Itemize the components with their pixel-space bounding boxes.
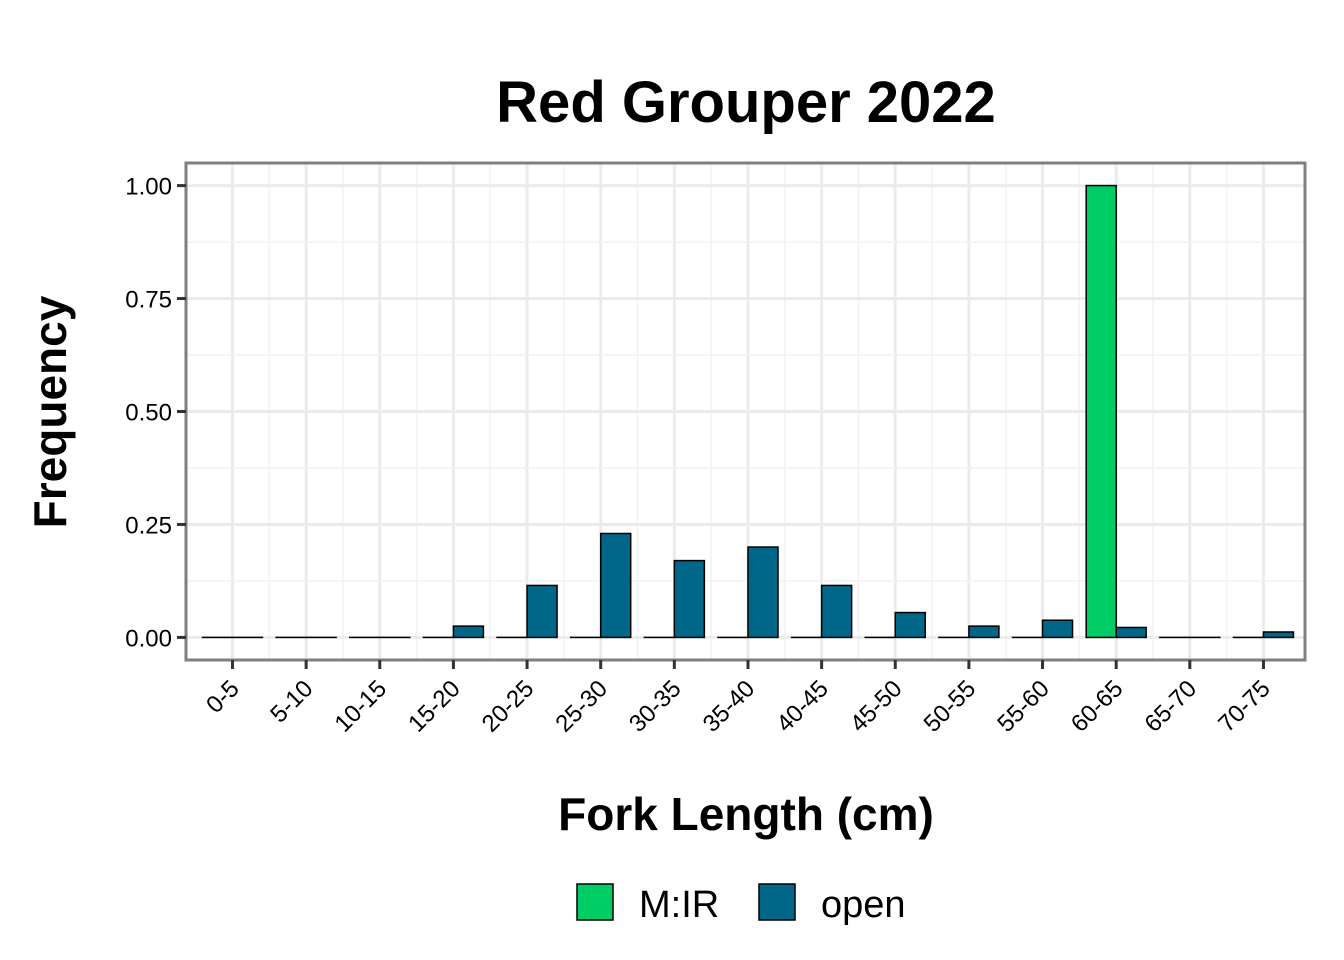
bar-open-30-35 (673, 559, 706, 639)
x-tick-label: 45-50 (845, 675, 908, 738)
bar-open-25-30 (599, 532, 632, 639)
bar-m-ir-60-65 (1085, 184, 1117, 639)
bar-open-20-25 (526, 584, 558, 639)
bar-open-35-40 (747, 546, 779, 639)
bar-open-50-55 (968, 625, 1000, 639)
bar-open-70-75 (1262, 631, 1295, 639)
y-tick-label: 0.50 (125, 400, 172, 427)
y-tick-label: 0.25 (125, 512, 172, 539)
bars (201, 184, 1295, 639)
bar-open-40-45 (820, 584, 853, 639)
bar-open-55-60 (1041, 619, 1074, 639)
bar-open-15-20 (452, 625, 485, 639)
x-tick-label: 15-20 (403, 675, 466, 738)
x-tick-label: 25-30 (550, 675, 613, 738)
grid-lines (186, 163, 1305, 660)
x-tick-label: 60-65 (1066, 675, 1129, 738)
legend-label-m-ir: M:IR (639, 884, 719, 926)
y-tick-label: 0.00 (125, 625, 172, 652)
x-tick-label: 35-40 (698, 675, 761, 738)
x-axis-title: Fork Length (cm) (558, 788, 934, 840)
x-tick-label: 30-35 (624, 675, 687, 738)
y-tick-label: 1.00 (125, 174, 172, 201)
x-tick-label: 65-70 (1140, 675, 1203, 738)
x-tick-label: 20-25 (477, 675, 540, 738)
y-axis: 0.00 0.25 0.50 0.75 1.00 (125, 174, 186, 652)
x-tick-label: 50-55 (919, 675, 982, 738)
legend-label-open: open (821, 884, 906, 926)
x-tick-label: 70-75 (1213, 675, 1276, 738)
legend-swatch-open (758, 883, 796, 921)
y-tick-label: 0.75 (125, 287, 172, 314)
x-tick-label: 0-5 (201, 675, 245, 719)
y-axis-title: Frequency (24, 295, 76, 528)
x-tick-label: 10-15 (330, 675, 393, 738)
bar-open-60-65 (1115, 626, 1147, 639)
x-tick-label: 40-45 (771, 675, 834, 738)
chart-title: Red Grouper 2022 (496, 70, 996, 135)
x-tick-label: 55-60 (992, 675, 1055, 738)
x-axis: 0-5 5-10 10-15 15-20 20-25 25-30 30-35 35-40 40-… (201, 660, 1276, 738)
legend-swatch-m-ir (576, 883, 614, 921)
legend: M:IR open (576, 883, 906, 926)
x-tick-label: 5-10 (265, 675, 318, 728)
bar-open-45-50 (894, 611, 927, 639)
